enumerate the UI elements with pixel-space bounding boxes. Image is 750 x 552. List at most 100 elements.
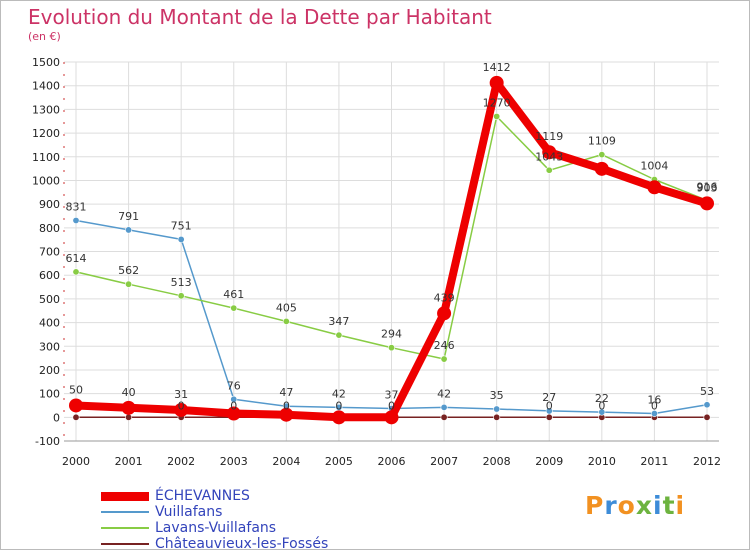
data-point — [226, 406, 241, 421]
data-label: 294 — [381, 328, 402, 341]
data-label: 76 — [227, 379, 241, 392]
x-tick-label: 2003 — [220, 455, 248, 468]
data-point — [700, 196, 714, 211]
data-label: 0 — [283, 399, 290, 412]
data-label: 50 — [69, 383, 83, 396]
y-tick-label: -100 — [35, 435, 60, 448]
y-tick-label: 1500 — [32, 56, 60, 69]
y-tick-label: 1000 — [32, 174, 60, 187]
data-point — [545, 166, 553, 174]
data-point — [279, 407, 294, 422]
legend-item: Châteauvieux-les-Fossés — [101, 536, 361, 552]
data-point — [647, 180, 662, 195]
data-point — [437, 306, 452, 321]
data-label: 0 — [651, 399, 658, 412]
data-label: 0 — [335, 399, 342, 412]
data-label: 1109 — [588, 135, 616, 148]
y-tick-label: 1200 — [32, 127, 60, 140]
data-point — [493, 112, 501, 120]
data-label: 347 — [328, 315, 349, 328]
data-point — [650, 410, 658, 418]
data-point — [121, 400, 136, 415]
legend: ÉCHEVANNES Vuillafans Lavans-Vuillafans … — [101, 488, 361, 552]
data-point — [594, 161, 609, 176]
data-label: 35 — [490, 389, 504, 402]
data-point — [440, 403, 448, 411]
data-point — [282, 317, 290, 325]
data-label: 42 — [437, 387, 451, 400]
data-label: 751 — [171, 219, 192, 232]
x-tick-label: 2007 — [430, 455, 458, 468]
data-point — [174, 402, 189, 417]
legend-swatch — [101, 492, 149, 501]
y-tick-label: 500 — [39, 293, 60, 306]
y-tick-label: 200 — [39, 364, 60, 377]
legend-item: ÉCHEVANNES — [101, 488, 361, 504]
data-label: 1412 — [483, 61, 511, 74]
data-point — [125, 413, 133, 421]
y-tick-label: 1300 — [32, 103, 60, 116]
data-point — [387, 344, 395, 352]
data-label: 916 — [697, 180, 718, 193]
data-label: 614 — [66, 252, 87, 265]
data-point — [177, 235, 185, 243]
legend-swatch — [101, 511, 149, 513]
data-label: 791 — [118, 210, 139, 223]
data-label: 1043 — [535, 150, 563, 163]
y-tick-label: 400 — [39, 317, 60, 330]
y-tick-label: 300 — [39, 340, 60, 353]
y-tick-label: 900 — [39, 198, 60, 211]
logo-letter: P — [585, 491, 605, 520]
data-point — [598, 408, 606, 416]
data-point — [72, 216, 80, 224]
x-tick-label: 2010 — [588, 455, 616, 468]
data-point — [545, 407, 553, 415]
data-point — [384, 410, 399, 425]
y-tick-label: 1100 — [32, 151, 60, 164]
data-label: 405 — [276, 301, 297, 314]
legend-label: Châteauvieux-les-Fossés — [155, 536, 329, 552]
data-point — [493, 413, 501, 421]
data-label: 31 — [174, 388, 188, 401]
data-label: 562 — [118, 264, 139, 277]
data-label: 53 — [700, 385, 714, 398]
logo-letter: i — [653, 491, 663, 520]
data-point — [230, 304, 238, 312]
data-point — [598, 151, 606, 159]
legend-label: Lavans-Vuillafans — [155, 520, 277, 536]
data-label: 1270 — [483, 96, 511, 109]
y-tick-label: 100 — [39, 388, 60, 401]
legend-label: ÉCHEVANNES — [155, 488, 250, 504]
data-label: 246 — [434, 339, 455, 352]
x-tick-label: 2005 — [325, 455, 353, 468]
y-tick-label: 1400 — [32, 80, 60, 93]
data-label: 27 — [542, 391, 556, 404]
data-point — [440, 355, 448, 363]
data-point — [489, 75, 504, 90]
proxiti-logo: Proxiti — [585, 491, 685, 520]
logo-letter: r — [604, 491, 618, 520]
logo-letter: t — [662, 491, 676, 520]
data-label: 47 — [279, 386, 293, 399]
x-tick-label: 2011 — [640, 455, 668, 468]
y-tick-label: 700 — [39, 246, 60, 259]
data-label: 461 — [223, 288, 244, 301]
x-tick-label: 2008 — [483, 455, 511, 468]
data-label: 40 — [122, 386, 136, 399]
y-tick-label: 600 — [39, 269, 60, 282]
data-point — [125, 226, 133, 234]
data-point — [703, 401, 711, 409]
data-point — [493, 405, 501, 413]
legend-item: Lavans-Vuillafans — [101, 520, 361, 536]
legend-swatch — [101, 527, 149, 529]
x-tick-label: 2002 — [167, 455, 195, 468]
x-tick-label: 2004 — [272, 455, 300, 468]
data-label: 1004 — [640, 159, 668, 172]
legend-item: Vuillafans — [101, 504, 361, 520]
data-label: 439 — [434, 291, 455, 304]
data-label: 903 — [697, 181, 718, 194]
data-label: 16 — [647, 394, 661, 407]
data-label: 0 — [178, 399, 185, 412]
data-label: 0 — [388, 399, 395, 412]
